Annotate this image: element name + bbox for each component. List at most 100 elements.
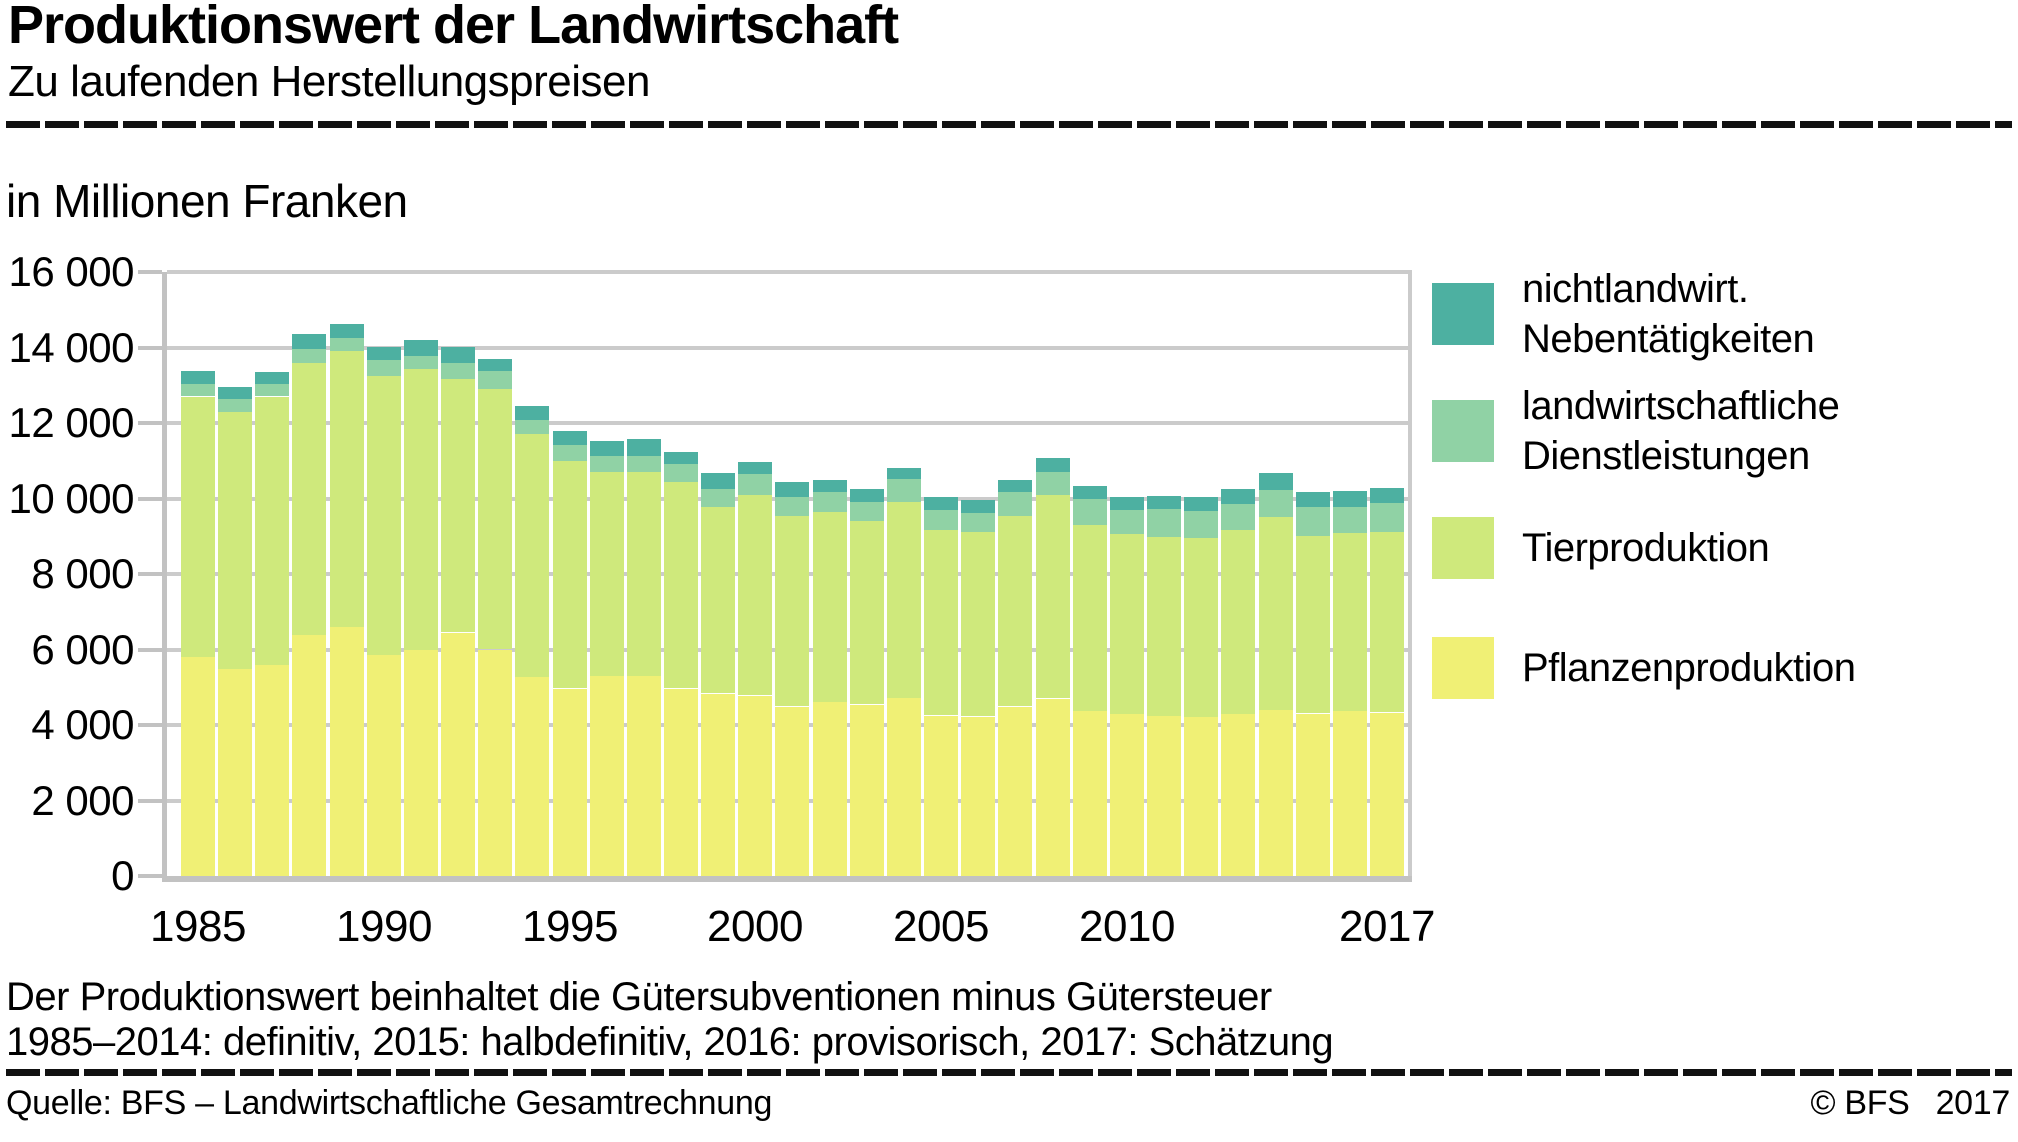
plot-area: 0 2 000 4 000 6 000 8 000 10 000 12 000 14 000 1… — [9, 251, 1436, 952]
bar-1987-nichtlandwirt-nebent-tigkeiten — [255, 372, 289, 384]
bar-1993-landwirtschaftliche-dienstleistungen — [478, 371, 512, 389]
bar-1996-landwirtschaftliche-dienstleistungen — [590, 456, 624, 472]
bar-2015-landwirtschaftliche-dienstleistungen — [1296, 507, 1330, 536]
bar-2001-nichtlandwirt-nebent-tigkeiten — [775, 482, 809, 497]
bar-2012-landwirtschaftliche-dienstleistungen — [1184, 511, 1218, 538]
bar-1988-nichtlandwirt-nebent-tigkeiten — [292, 334, 326, 349]
bar-1985-tierproduktion — [181, 397, 215, 657]
y-tick-6000 — [138, 648, 162, 652]
bar-1997-tierproduktion — [627, 472, 661, 676]
y-axis-label-4000: 4 000 — [31, 701, 134, 748]
bar-2006-tierproduktion — [961, 532, 995, 716]
bar-1996-tierproduktion — [590, 472, 624, 676]
bar-2013-nichtlandwirt-nebent-tigkeiten — [1221, 489, 1255, 504]
x-axis-label-1985: 1985 — [150, 902, 246, 951]
bar-1992-tierproduktion — [441, 378, 475, 632]
bar-2000-tierproduktion — [738, 494, 772, 695]
gridline-14000 — [167, 346, 1412, 350]
bar-1997 — [627, 272, 661, 876]
bar-2001 — [775, 272, 809, 876]
bar-2017 — [1370, 272, 1404, 876]
bar-1987-landwirtschaftliche-dienstleistungen — [255, 384, 289, 396]
page-subtitle: Zu laufenden Herstellungspreisen — [8, 57, 650, 106]
bar-2015-tierproduktion — [1296, 536, 1330, 713]
bar-2005-tierproduktion — [924, 530, 958, 715]
x-axis-label-2000: 2000 — [707, 902, 803, 951]
x-axis-label-1990: 1990 — [336, 902, 432, 951]
bar-2006-landwirtschaftliche-dienstleistungen — [961, 512, 995, 532]
bar-2005-landwirtschaftliche-dienstleistungen — [924, 509, 958, 530]
source-label: Quelle: BFS – Landwirtschaftliche Gesamt… — [6, 1084, 773, 1122]
bar-1991-pflanzenproduktion — [404, 650, 438, 877]
bar-2016-nichtlandwirt-nebent-tigkeiten — [1333, 491, 1367, 507]
bar-1993 — [478, 272, 512, 877]
bar-1995-tierproduktion — [553, 460, 587, 688]
bar-1985-nichtlandwirt-nebent-tigkeiten — [181, 371, 215, 384]
bar-2012 — [1184, 272, 1218, 876]
bar-2011-tierproduktion — [1147, 537, 1181, 716]
bar-2000 — [738, 272, 772, 876]
bar-2010-landwirtschaftliche-dienstleistungen — [1110, 510, 1144, 534]
bar-1992-landwirtschaftliche-dienstleistungen — [441, 363, 475, 379]
legend-swatch-3 — [1432, 637, 1494, 699]
bar-2006-pflanzenproduktion — [961, 717, 995, 876]
bar-2013 — [1221, 272, 1255, 876]
bar-2003 — [850, 272, 884, 876]
bar-2001-tierproduktion — [775, 516, 809, 706]
y-tick-12000 — [138, 421, 162, 425]
y-axis-label-14000: 14 000 — [8, 324, 135, 371]
bar-1996 — [590, 272, 624, 876]
gridline-12000 — [167, 421, 1412, 425]
bar-2015-nichtlandwirt-nebent-tigkeiten — [1296, 492, 1330, 507]
bar-1990 — [367, 272, 401, 876]
footnote-line-1: Der Produktionswert beinhaltet die Güter… — [6, 975, 1272, 1019]
legend-item-3: Pflanzenproduktion — [1432, 637, 1856, 699]
bar-2013-landwirtschaftliche-dienstleistungen — [1221, 504, 1255, 530]
bar-1990-tierproduktion — [367, 376, 401, 655]
bar-1991-nichtlandwirt-nebent-tigkeiten — [404, 340, 438, 356]
bar-2009-nichtlandwirt-nebent-tigkeiten — [1073, 486, 1107, 499]
legend-label-0: nichtlandwirt. Nebentätigkeiten — [1522, 264, 1815, 364]
legend-swatch-2 — [1432, 517, 1494, 579]
bar-1994-nichtlandwirt-nebent-tigkeiten — [515, 406, 549, 420]
bar-2000-landwirtschaftliche-dienstleistungen — [738, 474, 772, 495]
bar-1990-landwirtschaftliche-dienstleistungen — [367, 360, 401, 376]
bar-1989 — [330, 272, 364, 876]
bar-1998-nichtlandwirt-nebent-tigkeiten — [664, 452, 698, 464]
bar-2011-landwirtschaftliche-dienstleistungen — [1147, 509, 1181, 537]
y-tick-14000 — [138, 346, 162, 350]
bar-1992 — [441, 272, 475, 876]
gridline-16000 — [167, 270, 1412, 274]
bar-2003-landwirtschaftliche-dienstleistungen — [850, 502, 884, 521]
bottom-dashed-rule — [6, 1069, 2012, 1076]
y-axis-label-12000: 12 000 — [8, 399, 135, 446]
bar-2012-nichtlandwirt-nebent-tigkeiten — [1184, 497, 1218, 511]
bar-1993-pflanzenproduktion — [478, 650, 512, 877]
bar-1998-landwirtschaftliche-dienstleistungen — [664, 464, 698, 482]
legend-label-line: landwirtschaftliche — [1522, 384, 1840, 428]
bar-2002-landwirtschaftliche-dienstleistungen — [813, 492, 847, 512]
bar-1986 — [218, 272, 252, 876]
legend-label-1: landwirtschaftliche Dienstleistungen — [1522, 381, 1840, 481]
bar-1998-pflanzenproduktion — [664, 689, 698, 876]
bar-2009 — [1073, 272, 1107, 876]
legend-item-1: landwirtschaftliche Dienstleistungen — [1432, 384, 1840, 478]
bar-2017-pflanzenproduktion — [1370, 713, 1404, 876]
top-dashed-rule — [6, 121, 2012, 128]
bar-2004-tierproduktion — [887, 502, 921, 698]
bar-1997-pflanzenproduktion — [627, 676, 661, 876]
legend-swatch-0 — [1432, 283, 1494, 345]
bar-1989-pflanzenproduktion — [330, 627, 364, 876]
y-axis-line — [162, 272, 167, 881]
bar-1988 — [292, 272, 326, 876]
units-label: in Millionen Franken — [6, 175, 408, 227]
bar-2007-tierproduktion — [998, 516, 1032, 706]
bar-1994-pflanzenproduktion — [515, 677, 549, 876]
bar-2007 — [998, 272, 1032, 876]
bar-1999-nichtlandwirt-nebent-tigkeiten — [701, 473, 735, 489]
bar-2000-pflanzenproduktion — [738, 696, 772, 876]
bar-2017-nichtlandwirt-nebent-tigkeiten — [1370, 488, 1404, 503]
bar-1994-tierproduktion — [515, 434, 549, 677]
bar-2008-nichtlandwirt-nebent-tigkeiten — [1036, 458, 1070, 472]
bar-1986-pflanzenproduktion — [218, 668, 252, 876]
